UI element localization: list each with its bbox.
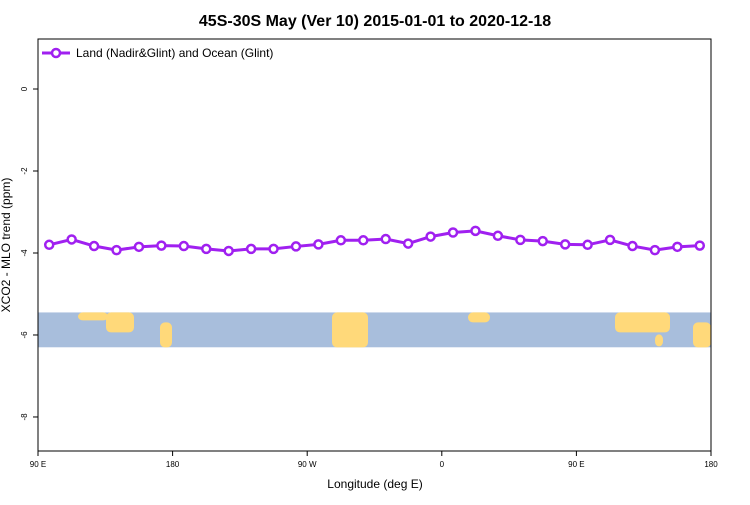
x-tick-label: 90 W — [298, 460, 317, 469]
plot-series — [43, 225, 706, 257]
axes: 90 E 180 90 W 0 90 E 180 0 -2 -4 -6 -8 — [20, 38, 718, 469]
data-point — [43, 239, 55, 251]
map-land — [78, 312, 108, 321]
data-point — [66, 234, 77, 245]
data-point — [604, 234, 616, 246]
y-tick-label: -8 — [20, 413, 29, 421]
series-line — [48, 229, 700, 253]
x-tick-label: 180 — [704, 460, 718, 469]
x-tick-label: 180 — [166, 460, 180, 469]
data-point — [380, 233, 391, 245]
data-point — [201, 243, 212, 255]
data-point — [335, 235, 347, 246]
data-point — [470, 225, 481, 237]
map-land — [332, 312, 368, 348]
data-point — [694, 240, 706, 251]
map-land — [106, 312, 134, 333]
data-point — [156, 240, 167, 251]
data-point — [133, 241, 145, 253]
x-axis-label: Longitude (deg E) — [327, 477, 422, 491]
data-point — [111, 244, 122, 256]
legend-marker — [50, 47, 62, 59]
data-point — [358, 235, 369, 246]
data-point — [649, 244, 661, 256]
map-land — [693, 322, 711, 348]
map-land — [468, 312, 490, 323]
data-point — [627, 240, 638, 252]
data-point — [402, 238, 414, 249]
data-point — [515, 234, 526, 246]
data-point — [425, 231, 436, 242]
y-tick-label: -6 — [20, 331, 29, 339]
data-point — [178, 240, 190, 252]
data-point — [672, 241, 683, 253]
data-point — [582, 239, 593, 251]
data-point — [447, 227, 459, 238]
x-tick-label: 0 — [440, 460, 445, 469]
legend: Land (Nadir&Glint) and Ocean (Glint) — [42, 46, 273, 60]
map-ocean — [38, 312, 711, 348]
data-point — [313, 239, 324, 250]
data-point — [559, 239, 571, 250]
y-tick-label: -4 — [20, 249, 29, 257]
map-strip — [38, 312, 711, 348]
legend-label: Land (Nadir&Glint) and Ocean (Glint) — [76, 46, 273, 60]
data-point — [268, 243, 279, 255]
data-point — [537, 235, 548, 247]
map-land — [655, 334, 663, 347]
map-land — [615, 312, 670, 333]
x-tick-label: 90 E — [30, 460, 46, 469]
y-axis-label: XCO2 - MLO trend (ppm) — [0, 178, 13, 313]
plot-frame — [37, 38, 712, 452]
data-point — [88, 240, 100, 252]
chart-title: 45S-30S May (Ver 10) 2015-01-01 to 2020-… — [199, 13, 551, 30]
y-tick-label: -2 — [20, 167, 29, 175]
data-point — [290, 241, 302, 252]
data-point — [223, 245, 234, 257]
data-point — [492, 230, 504, 242]
y-tick-label: 0 — [20, 86, 29, 91]
map-land — [160, 322, 172, 348]
x-tick-label: 90 E — [568, 460, 584, 469]
data-point — [245, 243, 257, 255]
